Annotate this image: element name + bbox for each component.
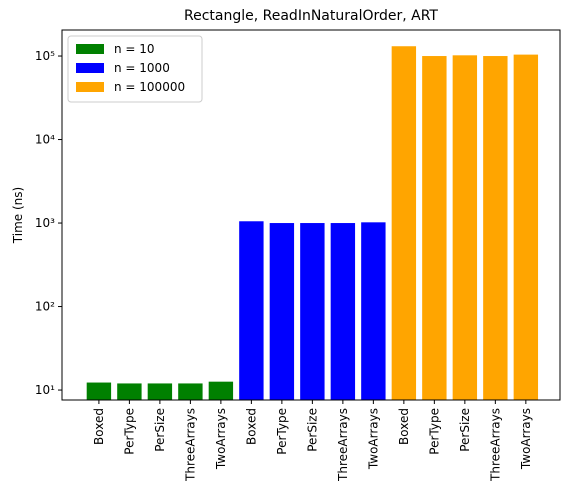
y-tick-label: 10⁵ <box>35 49 55 63</box>
legend-label: n = 1000 <box>114 61 170 75</box>
legend-swatch <box>76 63 104 73</box>
y-tick-label: 10² <box>35 300 55 314</box>
legend-label: n = 100000 <box>114 80 185 94</box>
bar <box>483 56 508 401</box>
x-tick-label: Boxed <box>92 408 106 445</box>
bar <box>513 54 539 400</box>
x-tick-label: PerSize <box>458 408 472 452</box>
y-tick-label: 10¹ <box>35 383 55 397</box>
legend-label: n = 10 <box>114 42 155 56</box>
x-tick-label: TwoArrays <box>366 408 380 470</box>
bar <box>361 222 386 400</box>
bar <box>452 55 478 401</box>
y-tick-label: 10⁴ <box>35 133 55 147</box>
plot-frame <box>61 29 561 401</box>
x-tick-label: TwoArrays <box>519 408 533 470</box>
bar <box>147 383 173 400</box>
x-tick-label: PerSize <box>153 408 167 452</box>
bar <box>239 221 264 400</box>
bar <box>422 56 447 401</box>
y-tick-label: 10³ <box>35 216 55 230</box>
bar <box>300 223 325 400</box>
x-tick-label: Boxed <box>244 408 258 445</box>
bar <box>269 223 295 400</box>
chart-title: Rectangle, ReadInNaturalOrder, ART <box>184 8 438 24</box>
x-tick-label: ThreeArrays <box>336 408 350 482</box>
bar <box>330 223 356 400</box>
x-tick-label: Boxed <box>397 408 411 445</box>
x-tick-label: TwoArrays <box>214 408 228 470</box>
bar <box>208 381 234 400</box>
x-tick-label: ThreeArrays <box>488 408 502 482</box>
legend-swatch <box>76 44 104 54</box>
bar <box>391 46 417 400</box>
x-tick-label: PerSize <box>305 408 319 452</box>
x-tick-label: PerType <box>427 408 441 455</box>
x-tick-label: PerType <box>122 408 136 455</box>
bar <box>86 382 112 400</box>
bar <box>117 383 142 400</box>
legend-swatch <box>76 82 104 92</box>
x-tick-label: PerType <box>275 408 289 455</box>
y-axis-label: Time (ns) <box>11 187 25 244</box>
bar <box>178 383 203 400</box>
x-tick-label: ThreeArrays <box>183 408 197 482</box>
